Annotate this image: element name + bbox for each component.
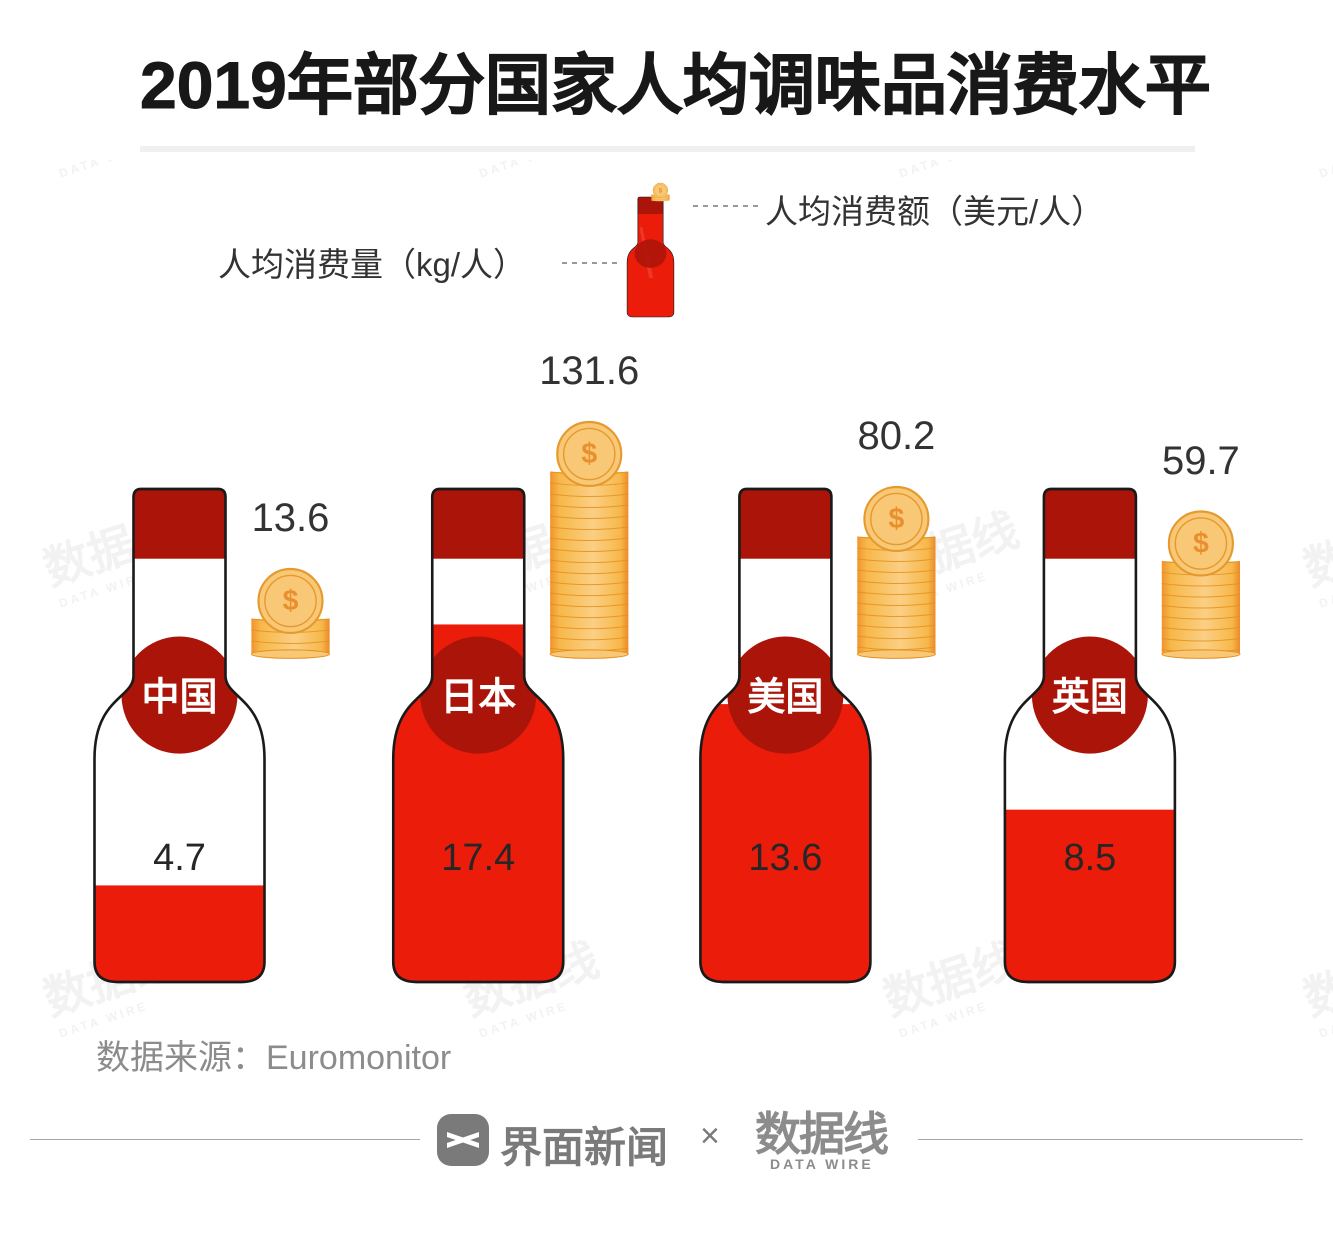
- svg-text:$: $: [888, 503, 904, 535]
- svg-text:$: $: [283, 585, 299, 617]
- svg-text:$: $: [1193, 528, 1209, 560]
- svg-text:$: $: [581, 438, 597, 470]
